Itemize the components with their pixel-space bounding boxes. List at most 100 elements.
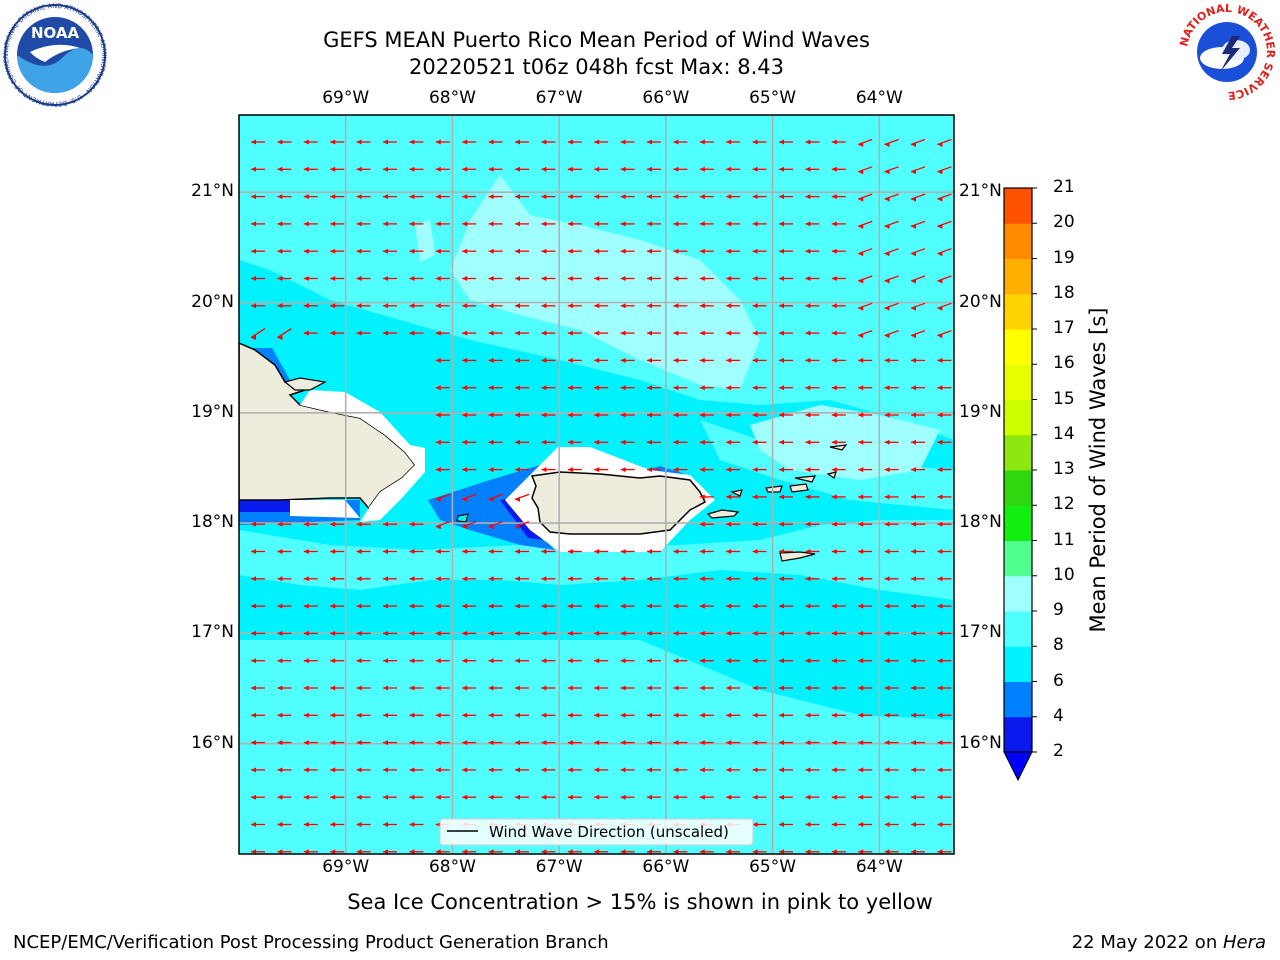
wind-wave-arrow	[356, 849, 371, 854]
wind-wave-arrow	[647, 630, 661, 636]
wind-wave-arrow	[277, 549, 292, 554]
wind-wave-arrow	[303, 712, 318, 718]
wind-wave-arrow	[303, 194, 318, 200]
wind-wave-arrow	[594, 439, 609, 445]
wind-wave-arrow	[911, 549, 925, 554]
wind-wave-arrow	[673, 248, 688, 254]
wind-wave-arrow	[699, 685, 714, 691]
wind-wave-arrow	[303, 303, 318, 309]
wind-wave-arrow	[594, 139, 609, 145]
colorbar-tick-label: 2	[1053, 741, 1064, 761]
wind-wave-arrow	[383, 166, 397, 172]
wind-wave-arrow	[462, 276, 477, 281]
wind-wave-arrow	[515, 549, 529, 554]
wind-wave-arrow	[699, 630, 714, 636]
wind-wave-arrow	[251, 822, 265, 827]
wind-wave-arrow	[383, 603, 397, 609]
wind-wave-arrow	[488, 685, 503, 691]
wind-wave-arrow	[488, 603, 503, 609]
wind-wave-arrow	[383, 549, 397, 554]
wind-wave-arrow	[383, 794, 397, 800]
wind-wave-arrow	[567, 576, 582, 582]
wind-wave-arrow	[567, 849, 582, 854]
wind-wave-arrow	[462, 576, 477, 582]
wind-wave-arrow	[647, 767, 661, 773]
wind-wave-arrow	[805, 385, 820, 391]
wind-wave-arrow	[541, 221, 556, 227]
wind-wave-arrow	[620, 767, 635, 773]
wind-wave-arrow	[620, 194, 635, 200]
colorbar-tick-label: 15	[1053, 388, 1075, 409]
wind-wave-arrow	[726, 794, 741, 800]
wind-wave-arrow	[330, 276, 345, 281]
wind-wave-arrow	[857, 138, 873, 147]
wind-wave-arrow	[699, 712, 714, 718]
wind-wave-arrow	[488, 467, 503, 473]
wind-wave-arrow	[435, 794, 450, 800]
wind-wave-arrow	[911, 439, 925, 445]
wind-wave-arrow	[647, 794, 661, 800]
wind-wave-arrow	[937, 193, 952, 202]
wind-wave-arrow	[726, 467, 741, 473]
wind-wave-arrow	[831, 822, 846, 827]
wind-wave-arrow	[779, 439, 793, 445]
wind-wave-arrow	[594, 767, 609, 773]
colorbar-tick-label: 20	[1053, 212, 1075, 233]
wind-wave-arrow	[647, 685, 661, 691]
wind-wave-arrow	[911, 767, 925, 773]
wind-wave-arrow	[356, 276, 371, 281]
wind-wave-arrow	[805, 521, 820, 527]
colorbar-segment	[1004, 364, 1032, 400]
wind-wave-arrow	[937, 658, 952, 664]
wind-wave-arrow	[277, 767, 292, 773]
wind-wave-arrow	[251, 712, 265, 718]
wind-wave-arrow	[831, 658, 846, 664]
wind-wave-arrow	[277, 303, 292, 309]
wind-wave-arrow	[330, 822, 345, 827]
wind-wave-arrow	[673, 330, 688, 336]
wind-wave-arrow	[567, 549, 582, 554]
wind-wave-arrow	[251, 603, 265, 609]
wind-wave-arrow	[277, 712, 292, 718]
wind-wave-arrow	[462, 385, 477, 391]
wind-wave-arrow	[673, 549, 688, 554]
wind-wave-arrow	[699, 194, 714, 200]
wind-wave-arrow	[383, 849, 397, 854]
wind-wave-arrow	[699, 521, 714, 527]
wind-wave-arrow	[805, 576, 820, 582]
wind-wave-arrow	[356, 303, 371, 309]
wind-wave-arrow	[462, 221, 477, 227]
wind-wave-arrow	[910, 329, 926, 339]
wind-wave-arrow	[858, 385, 873, 391]
wind-wave-arrow	[330, 549, 345, 554]
wind-wave-arrow	[752, 576, 767, 582]
wind-wave-arrow	[409, 303, 424, 309]
wind-wave-arrow	[937, 685, 952, 691]
wind-wave-arrow	[647, 658, 661, 664]
wind-wave-arrow	[699, 439, 714, 445]
wind-wave-arrow	[383, 521, 397, 527]
wind-wave-arrow	[911, 494, 925, 500]
wind-wave-arrow	[488, 166, 503, 172]
wind-wave-arrow	[620, 439, 635, 445]
wind-wave-arrow	[937, 849, 952, 854]
wind-wave-arrow	[858, 767, 873, 773]
wind-wave-arrow	[805, 139, 820, 145]
wind-wave-arrow	[647, 194, 661, 200]
wind-wave-arrow	[805, 767, 820, 773]
wind-wave-arrow	[435, 276, 450, 281]
wind-wave-arrow	[673, 712, 688, 718]
wind-wave-arrow	[488, 439, 503, 445]
wind-wave-arrow	[831, 221, 846, 227]
wind-wave-arrow	[515, 630, 529, 636]
wind-wave-arrow	[752, 221, 767, 227]
wind-wave-arrow	[515, 385, 529, 391]
wind-wave-arrow	[462, 549, 477, 554]
wind-wave-arrow	[435, 139, 450, 145]
wind-wave-arrow	[699, 357, 714, 363]
wind-wave-arrow	[594, 248, 609, 254]
wind-wave-arrow	[779, 822, 793, 827]
lat-label-right: 19°N	[959, 401, 1002, 422]
wind-wave-arrow	[673, 276, 688, 281]
wind-wave-arrow	[620, 849, 635, 854]
